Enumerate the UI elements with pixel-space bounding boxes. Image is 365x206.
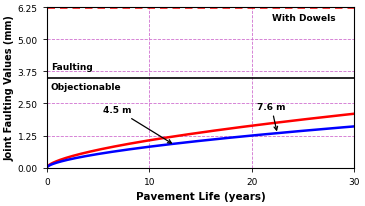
Text: With Dowels: With Dowels: [272, 14, 336, 23]
Text: Faulting: Faulting: [51, 63, 93, 72]
Text: Objectionable: Objectionable: [51, 82, 122, 91]
Y-axis label: Joint Faulting Values (mm): Joint Faulting Values (mm): [5, 15, 15, 161]
X-axis label: Pavement Life (years): Pavement Life (years): [136, 191, 265, 201]
Text: 7.6 m: 7.6 m: [257, 102, 285, 131]
Text: 4.5 m: 4.5 m: [103, 106, 172, 143]
